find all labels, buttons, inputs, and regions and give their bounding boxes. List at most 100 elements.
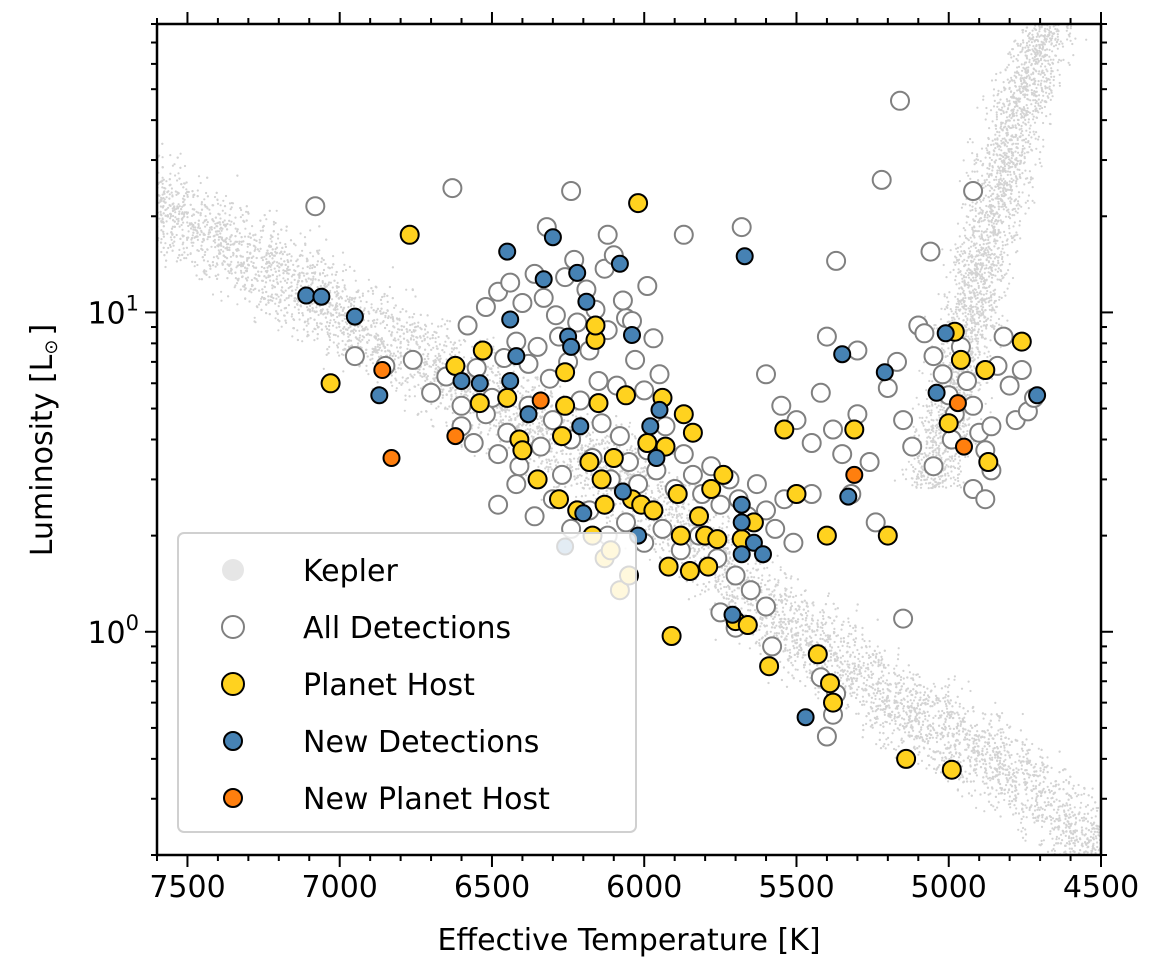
kepler-point — [453, 347, 456, 350]
kepler-point — [1042, 839, 1045, 842]
kepler-point — [1080, 801, 1083, 804]
kepler-point — [462, 356, 466, 359]
kepler-point — [161, 182, 164, 185]
kepler-point — [417, 321, 420, 324]
kepler-point — [1040, 839, 1043, 843]
kepler-point — [775, 624, 778, 627]
kepler-point — [743, 601, 747, 604]
kepler-point — [1072, 784, 1075, 787]
kepler-point — [922, 720, 925, 723]
kepler-point — [499, 415, 502, 418]
kepler-point — [229, 208, 232, 211]
kepler-point — [329, 281, 332, 284]
kepler-point — [441, 396, 444, 399]
kepler-point — [449, 341, 452, 344]
kepler-point — [754, 562, 757, 565]
kepler-point — [906, 687, 910, 690]
kepler-point — [1007, 737, 1010, 740]
kepler-point — [328, 321, 331, 325]
kepler-point — [1030, 780, 1033, 783]
kepler-point — [197, 224, 200, 228]
kepler-point — [336, 308, 339, 311]
kepler-point — [371, 357, 374, 360]
kepler-point — [911, 702, 914, 705]
kepler-point — [161, 156, 164, 159]
kepler-point — [961, 795, 964, 798]
kepler-point — [1046, 797, 1049, 800]
kepler-point — [1050, 818, 1053, 822]
kepler-point — [204, 250, 207, 254]
kepler-point — [931, 736, 935, 739]
kepler-point — [1033, 821, 1036, 824]
kepler-point — [224, 212, 227, 215]
kepler-point — [968, 772, 971, 775]
kepler-point — [161, 186, 164, 189]
kepler-point — [390, 313, 393, 316]
kepler-point — [265, 258, 268, 261]
kepler-point — [918, 716, 921, 719]
kepler-point — [238, 232, 241, 235]
kepler-point — [597, 490, 600, 493]
kepler-point — [841, 654, 845, 658]
kepler-point — [224, 240, 227, 243]
kepler-point — [863, 703, 866, 706]
kepler-point — [365, 364, 368, 367]
kepler-point — [450, 347, 453, 350]
kepler-point — [229, 255, 232, 258]
kepler-point — [747, 603, 750, 606]
kepler-point — [413, 373, 416, 376]
kepler-point — [352, 304, 356, 307]
kepler-point — [332, 255, 335, 258]
kepler-point — [306, 320, 309, 323]
kepler-point — [179, 259, 182, 262]
kepler-point — [331, 286, 334, 289]
kepler-point — [448, 390, 451, 393]
kepler-point — [170, 238, 173, 241]
kepler-point — [541, 423, 544, 426]
kepler-point — [952, 755, 956, 758]
kepler-point — [667, 513, 671, 517]
kepler-point — [857, 657, 860, 661]
kepler-point — [893, 667, 896, 670]
kepler-point — [1086, 804, 1089, 807]
kepler-point — [1080, 831, 1083, 834]
kepler-point — [333, 318, 336, 321]
kepler-point — [1010, 762, 1013, 765]
kepler-point — [178, 248, 181, 251]
kepler-point — [533, 460, 536, 463]
kepler-point — [790, 630, 793, 633]
kepler-point — [761, 578, 764, 582]
kepler-point — [316, 337, 319, 340]
kepler-point — [311, 302, 314, 305]
kepler-point — [277, 295, 280, 298]
kepler-point — [385, 311, 388, 315]
kepler-point — [367, 278, 370, 281]
kepler-point — [1041, 807, 1044, 811]
kepler-point — [1028, 808, 1031, 812]
kepler-point — [198, 233, 202, 236]
kepler-point — [250, 285, 254, 288]
kepler-point — [919, 733, 923, 736]
kepler-point — [233, 286, 236, 289]
kepler-point — [1077, 840, 1080, 844]
kepler-point — [395, 346, 399, 349]
kepler-point — [244, 227, 247, 230]
kepler-point — [898, 728, 901, 731]
kepler-point — [401, 308, 404, 311]
kepler-point — [972, 740, 975, 743]
kepler-point — [722, 596, 725, 599]
kepler-point — [753, 576, 756, 579]
kepler-point — [959, 723, 963, 726]
kepler-point — [186, 193, 189, 196]
kepler-point — [1081, 833, 1084, 836]
kepler-point — [501, 386, 504, 389]
kepler-point — [1034, 763, 1037, 766]
kepler-point — [336, 281, 339, 284]
kepler-point — [975, 723, 979, 727]
kepler-point — [861, 695, 865, 698]
kepler-point — [401, 376, 404, 379]
kepler-point — [883, 742, 886, 746]
kepler-point — [759, 625, 762, 628]
kepler-point — [785, 635, 788, 638]
kepler-point — [807, 610, 810, 613]
